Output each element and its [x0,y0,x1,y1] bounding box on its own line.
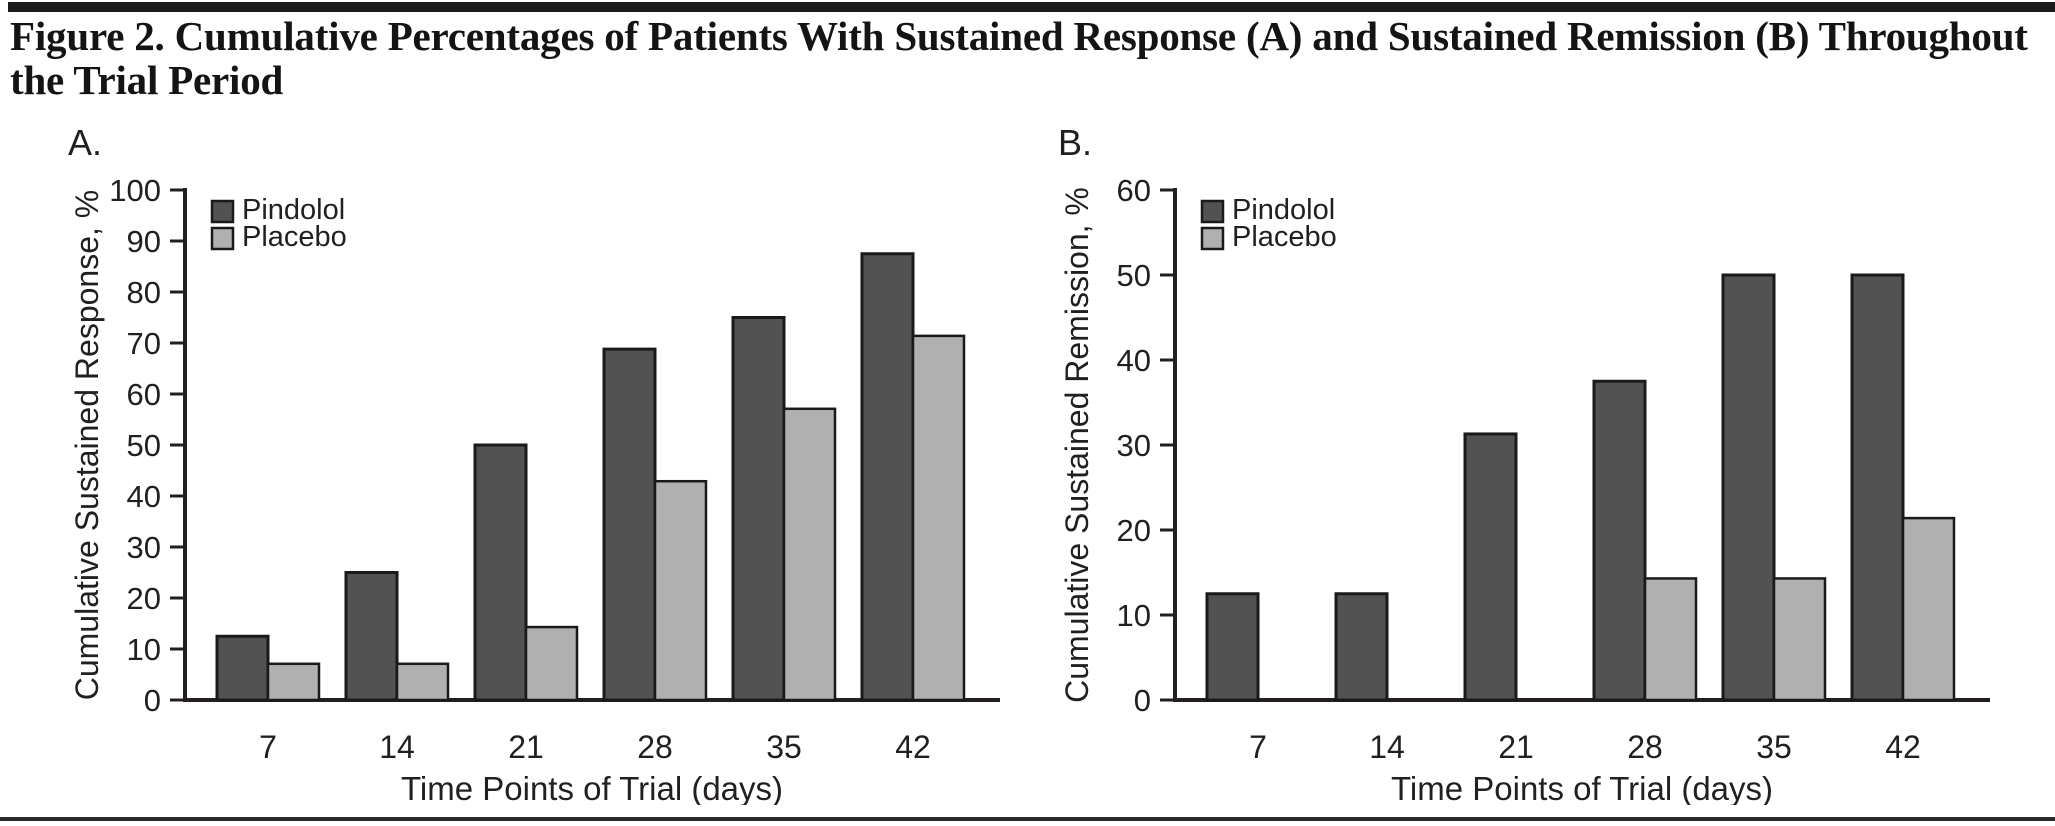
bar-pindolol-day-7 [215,634,270,702]
x-tick-label: 28 [1627,729,1663,765]
y-tick-label: 60 [127,377,161,412]
bar-pindolol-day-28 [602,347,657,702]
x-tick-label: 35 [766,729,802,765]
x-axis-title-b: Time Points of Trial (days) [1391,770,1773,805]
bar-pindolol-day-35 [731,316,786,702]
x-tick-label: 14 [379,729,415,765]
y-axis-title-a: Cumulative Sustained Response, % [69,190,105,701]
bar-pindolol-day-42 [1850,273,1905,702]
bar-placebo-day-35 [782,407,837,702]
legend-swatch-pindolol [210,199,235,224]
chart-panel-b: B. Cumulative Sustained Remission, % 0 10… [1040,105,2030,810]
x-axis-title-a: Time Points of Trial (days) [401,770,783,805]
bottom-rule [0,817,2055,821]
bar-placebo-day-35 [1772,577,1827,702]
y-tick-label: 100 [109,173,161,208]
bar-placebo-day-42 [1901,516,1956,702]
y-tick-label: 50 [127,428,161,463]
chart-a-dynamic: 0 10 20 30 40 50 60 70 80 90 100 7 14 21 28 35 42 [109,173,1000,765]
legend-label-pindolol: Pindolol [1232,194,1335,226]
bar-pindolol-day-35 [1721,273,1776,702]
x-tick-label: 42 [895,729,931,765]
y-tick-label: 10 [1117,598,1151,633]
chart-panel-a: A. Cumulative Sustained Response, % 0 10 2… [50,105,1040,810]
legend-label-placebo: Placebo [242,221,347,253]
figure-title-line-1: Figure 2. Cumulative Percentages of Pati… [10,13,2028,59]
y-tick-label: 20 [127,581,161,616]
legend-label-pindolol: Pindolol [242,194,345,226]
legend-swatch-placebo [1200,226,1225,251]
bar-pindolol-day-21 [1463,432,1518,702]
x-tick-label: 28 [637,729,673,765]
x-tick-label: 42 [1885,729,1921,765]
legend-swatch-placebo [210,226,235,251]
y-tick-label: 30 [1117,428,1151,463]
x-tick-label: 35 [1756,729,1792,765]
y-tick-label: 40 [1117,343,1151,378]
x-tick-label: 14 [1369,729,1405,765]
charts-row: A. Cumulative Sustained Response, % 0 10 2… [0,105,2055,807]
y-axis-title-b: Cumulative Sustained Remission, % [1059,187,1095,703]
y-tick-label: 0 [1134,683,1151,718]
bar-placebo-day-42 [911,334,966,702]
bar-pindolol-day-7 [1205,592,1260,702]
x-tick-label: 21 [1498,729,1534,765]
bar-placebo-day-21 [524,625,579,702]
x-tick-label: 7 [1249,729,1267,765]
top-rule [8,2,2055,12]
legend-swatch-pindolol [1200,199,1225,224]
legend-label-placebo: Placebo [1232,221,1337,253]
y-tick-label: 80 [127,275,161,310]
figure-title: Figure 2. Cumulative Percentages of Pati… [10,14,2040,102]
chart-b-svg: B. Cumulative Sustained Remission, % 0 10… [1058,122,1990,807]
bar-pindolol-day-28 [1592,379,1647,702]
bar-placebo-day-14 [395,662,450,702]
y-tick-label: 70 [127,326,161,361]
figure-title-line-2: the Trial Period [10,57,284,103]
bar-pindolol-day-14 [1334,592,1389,702]
y-tick-label: 20 [1117,513,1151,548]
bar-pindolol-day-42 [860,252,915,702]
bar-pindolol-day-14 [344,571,399,702]
y-tick-label: 0 [144,683,161,718]
chart-a-svg: A. Cumulative Sustained Response, % 0 10 2… [68,122,1000,807]
y-tick-label: 10 [127,632,161,667]
y-tick-label: 60 [1117,173,1151,208]
y-tick-label: 30 [127,530,161,565]
bar-placebo-day-28 [1643,577,1698,702]
x-tick-label: 21 [508,729,544,765]
bar-pindolol-day-21 [473,443,528,702]
y-tick-label: 50 [1117,258,1151,293]
panel-label-a: A. [68,122,102,163]
chart-b-dynamic: 0 10 20 30 40 50 60 7 14 21 28 35 42 [1117,173,1990,765]
y-tick-label: 40 [127,479,161,514]
x-tick-label: 7 [259,729,277,765]
panel-label-b: B. [1058,122,1092,163]
y-tick-label: 90 [127,224,161,259]
bar-placebo-day-7 [266,662,321,702]
bar-placebo-day-28 [653,479,708,702]
